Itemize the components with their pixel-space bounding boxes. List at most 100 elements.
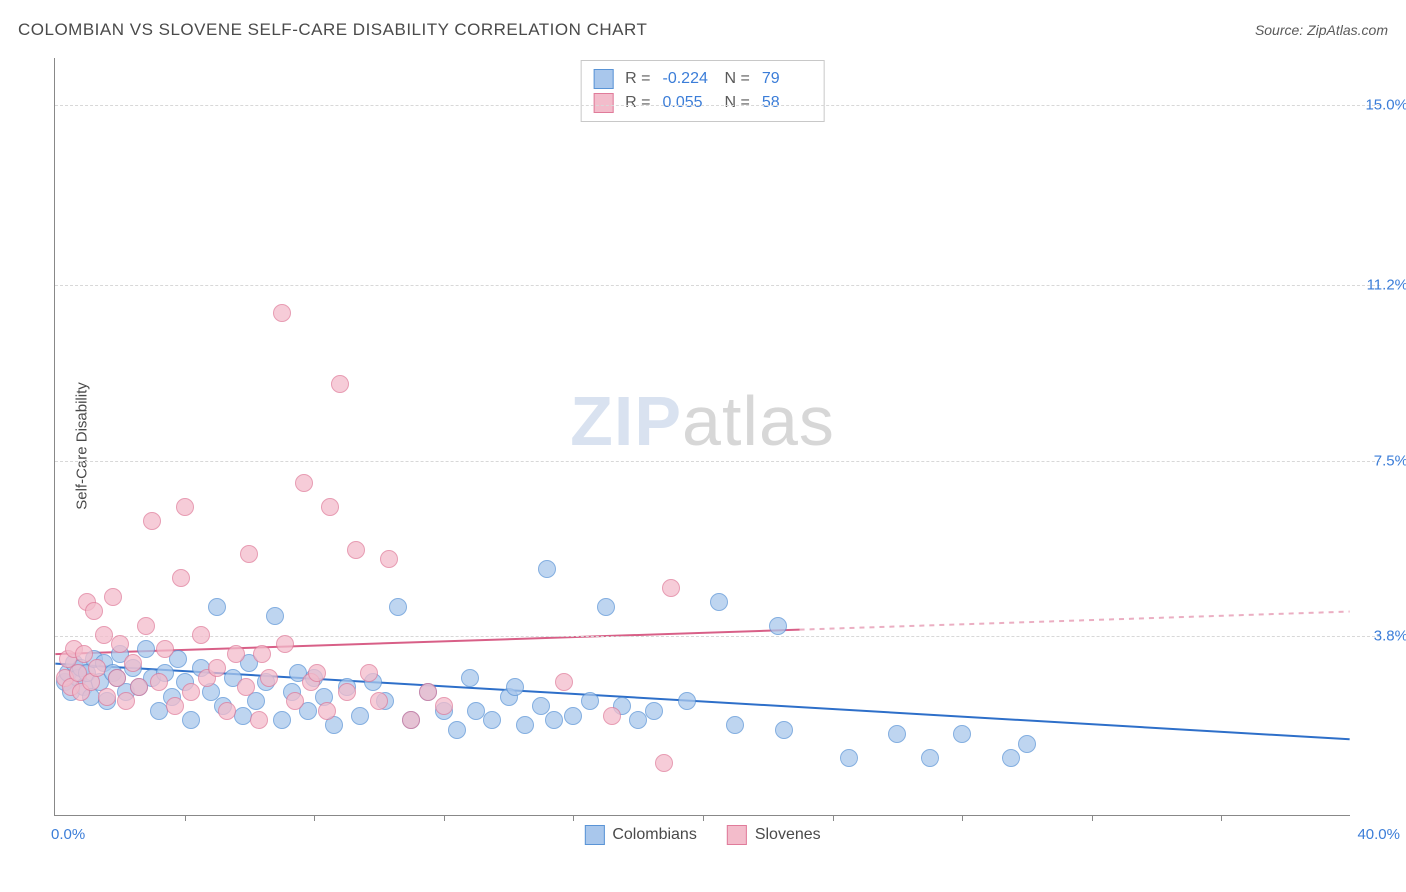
scatter-point-colombians (461, 669, 479, 687)
scatter-point-colombians (921, 749, 939, 767)
grid-line (55, 285, 1380, 286)
scatter-point-slovenes (240, 545, 258, 563)
legend-series: Colombians Slovenes (584, 825, 820, 845)
legend-series-item-slovenes: Slovenes (727, 825, 821, 845)
scatter-point-colombians (516, 716, 534, 734)
scatter-point-slovenes (108, 669, 126, 687)
scatter-point-slovenes (117, 692, 135, 710)
scatter-point-slovenes (95, 626, 113, 644)
scatter-point-slovenes (273, 304, 291, 322)
scatter-point-slovenes (603, 707, 621, 725)
y-tick-label: 11.2% (1358, 277, 1406, 294)
x-axis-min-label: 0.0% (51, 826, 85, 843)
scatter-point-slovenes (318, 702, 336, 720)
scatter-point-slovenes (402, 711, 420, 729)
scatter-point-slovenes (253, 645, 271, 663)
scatter-point-colombians (888, 725, 906, 743)
scatter-point-slovenes (85, 602, 103, 620)
legend-r-label: R = (625, 70, 650, 88)
scatter-point-slovenes (137, 617, 155, 635)
y-tick-label: 3.8% (1358, 627, 1406, 644)
scatter-point-colombians (234, 707, 252, 725)
legend-stat-row-colombians: R =-0.224N =79 (593, 67, 812, 91)
legend-n-label: N = (725, 94, 750, 112)
scatter-point-slovenes (218, 702, 236, 720)
legend-swatch (593, 93, 613, 113)
legend-n-value: 79 (762, 70, 812, 88)
scatter-point-colombians (769, 617, 787, 635)
x-tick-mark (833, 815, 834, 821)
x-tick-mark (703, 815, 704, 821)
scatter-point-slovenes (227, 645, 245, 663)
scatter-point-slovenes (250, 711, 268, 729)
scatter-point-colombians (645, 702, 663, 720)
legend-n-value: 58 (762, 94, 812, 112)
scatter-point-slovenes (655, 754, 673, 772)
x-tick-mark (573, 815, 574, 821)
legend-n-label: N = (725, 70, 750, 88)
chart-title: COLOMBIAN VS SLOVENE SELF-CARE DISABILIT… (18, 20, 647, 40)
scatter-point-colombians (483, 711, 501, 729)
scatter-point-colombians (137, 640, 155, 658)
scatter-point-slovenes (360, 664, 378, 682)
scatter-point-slovenes (192, 626, 210, 644)
scatter-point-slovenes (98, 688, 116, 706)
scatter-point-slovenes (321, 498, 339, 516)
scatter-point-colombians (726, 716, 744, 734)
y-tick-label: 15.0% (1358, 97, 1406, 114)
scatter-point-colombians (775, 721, 793, 739)
scatter-point-slovenes (419, 683, 437, 701)
scatter-point-slovenes (435, 697, 453, 715)
scatter-point-slovenes (166, 697, 184, 715)
legend-stat-row-slovenes: R =0.055N =58 (593, 91, 812, 115)
scatter-point-colombians (182, 711, 200, 729)
scatter-point-slovenes (260, 669, 278, 687)
x-tick-mark (314, 815, 315, 821)
watermark: ZIPatlas (570, 381, 835, 461)
scatter-point-colombians (389, 598, 407, 616)
x-tick-mark (962, 815, 963, 821)
scatter-point-slovenes (347, 541, 365, 559)
legend-series-label: Slovenes (755, 826, 821, 844)
legend-series-item-colombians: Colombians (584, 825, 696, 845)
chart-plot-area: ZIPatlas R =-0.224N =79R =0.055N =58 Col… (54, 58, 1350, 816)
scatter-point-slovenes (237, 678, 255, 696)
scatter-point-colombians (1018, 735, 1036, 753)
scatter-point-slovenes (286, 692, 304, 710)
scatter-point-colombians (710, 593, 728, 611)
grid-line (55, 636, 1380, 637)
scatter-point-slovenes (143, 512, 161, 530)
x-axis-max-label: 40.0% (1357, 826, 1400, 843)
grid-line (55, 461, 1380, 462)
scatter-point-slovenes (124, 654, 142, 672)
scatter-point-slovenes (295, 474, 313, 492)
scatter-point-slovenes (156, 640, 174, 658)
scatter-point-slovenes (662, 579, 680, 597)
y-tick-label: 7.5% (1358, 452, 1406, 469)
scatter-point-colombians (597, 598, 615, 616)
scatter-point-slovenes (370, 692, 388, 710)
scatter-point-colombians (564, 707, 582, 725)
scatter-point-slovenes (276, 635, 294, 653)
scatter-point-slovenes (111, 635, 129, 653)
scatter-point-slovenes (176, 498, 194, 516)
legend-swatch (593, 69, 613, 89)
scatter-point-slovenes (130, 678, 148, 696)
scatter-point-slovenes (338, 683, 356, 701)
x-tick-mark (1092, 815, 1093, 821)
scatter-point-colombians (953, 725, 971, 743)
scatter-point-colombians (545, 711, 563, 729)
legend-swatch (727, 825, 747, 845)
grid-line (55, 105, 1380, 106)
scatter-point-slovenes (150, 673, 168, 691)
scatter-point-colombians (581, 692, 599, 710)
scatter-point-colombians (506, 678, 524, 696)
scatter-point-slovenes (208, 659, 226, 677)
scatter-point-colombians (208, 598, 226, 616)
scatter-point-slovenes (555, 673, 573, 691)
scatter-point-colombians (629, 711, 647, 729)
scatter-point-colombians (840, 749, 858, 767)
scatter-point-slovenes (104, 588, 122, 606)
scatter-point-slovenes (182, 683, 200, 701)
source-attribution: Source: ZipAtlas.com (1255, 22, 1388, 38)
